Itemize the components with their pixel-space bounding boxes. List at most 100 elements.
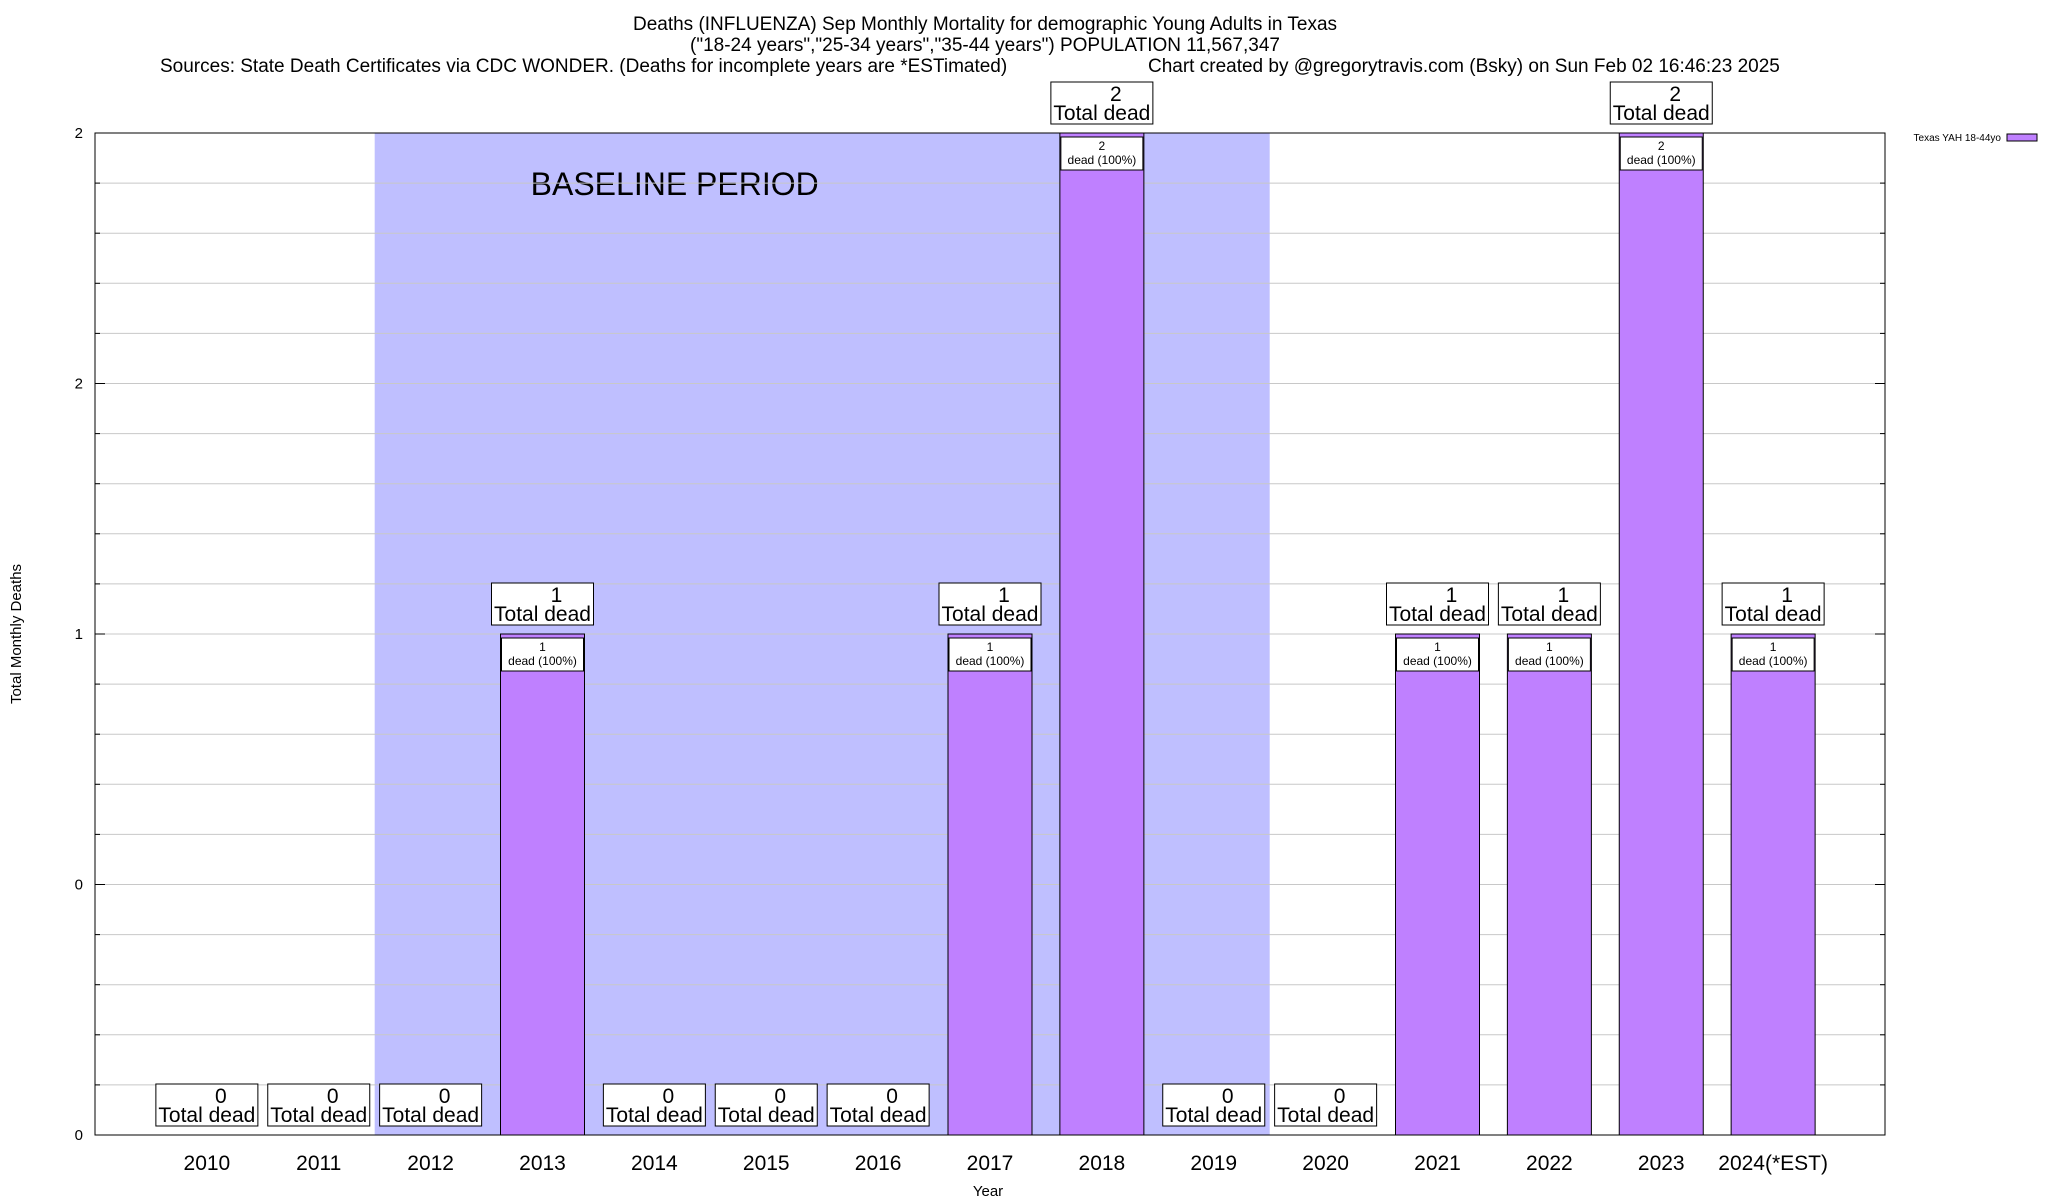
x-tick-label: 2024(*EST) bbox=[1718, 1152, 1828, 1175]
bar-inner-label-box bbox=[1619, 136, 1703, 171]
bar bbox=[500, 633, 585, 1136]
legend: Texas YAH 18-44yo bbox=[1914, 133, 2038, 144]
total-label-box bbox=[826, 1083, 930, 1127]
y-tick-label: 0 bbox=[75, 1127, 83, 1144]
x-axis-ticks: 2010 2011 2012 2013 2014 2015 2016 2017 2018 2019… bbox=[184, 1152, 1828, 1175]
bar bbox=[1395, 633, 1480, 1136]
total-label: Total dead bbox=[494, 603, 591, 626]
total-count: 1 bbox=[1446, 584, 1458, 607]
total-label: Total dead bbox=[1501, 603, 1598, 626]
total-count: 1 bbox=[551, 584, 563, 607]
total-label: Total dead bbox=[158, 1104, 255, 1127]
bar-inner-count: 1 bbox=[987, 640, 994, 654]
total-count: 2 bbox=[1669, 83, 1681, 106]
total-count: 1 bbox=[1781, 584, 1793, 607]
total-label: Total dead bbox=[830, 1104, 927, 1127]
total-label-box bbox=[491, 582, 594, 626]
bar-inner-label-box bbox=[948, 637, 1032, 672]
total-count: 0 bbox=[1334, 1085, 1346, 1108]
sources-text: Sources: State Death Certificates via CD… bbox=[160, 56, 1007, 77]
total-label: Total dead bbox=[606, 1104, 703, 1127]
total-count: 1 bbox=[1558, 584, 1570, 607]
x-tick-label: 2014 bbox=[631, 1152, 678, 1175]
x-tick-label: 2013 bbox=[519, 1152, 566, 1175]
total-count: 0 bbox=[663, 1085, 675, 1108]
total-label: Total dead bbox=[1053, 102, 1150, 125]
bar-inner-label: dead (100%) bbox=[1403, 654, 1472, 668]
bar bbox=[947, 633, 1033, 1136]
x-tick-label: 2010 bbox=[184, 1152, 231, 1175]
x-tick-label: 2015 bbox=[743, 1152, 790, 1175]
y-axis-ticks: 0 0 1 2 2 bbox=[75, 125, 1885, 1144]
x-tick-label: 2012 bbox=[407, 1152, 454, 1175]
y-tick-label: 2 bbox=[75, 125, 83, 142]
credit-text: Chart created by @gregorytravis.com (Bsk… bbox=[1148, 56, 1780, 77]
bar-inner-label-box bbox=[1731, 637, 1815, 672]
bar-inner-label-box bbox=[1396, 637, 1479, 672]
bar bbox=[1730, 633, 1816, 1136]
total-label-box bbox=[938, 582, 1042, 626]
total-label-box bbox=[1721, 582, 1825, 626]
total-label: Total dead bbox=[1277, 1104, 1374, 1127]
x-axis-title: Year bbox=[973, 1183, 1003, 1200]
total-count: 0 bbox=[774, 1085, 786, 1108]
baseline-label: BASELINE PERIOD bbox=[531, 166, 819, 202]
total-label: Total dead bbox=[382, 1104, 479, 1127]
total-label-box bbox=[1050, 81, 1154, 125]
bar-inner-label: dead (100%) bbox=[1739, 654, 1808, 668]
total-label: Total dead bbox=[1165, 1104, 1262, 1127]
total-label-box bbox=[1274, 1083, 1378, 1127]
total-count: 0 bbox=[439, 1085, 451, 1108]
total-label-box bbox=[714, 1083, 818, 1127]
total-label: Total dead bbox=[718, 1104, 815, 1127]
legend-label: Texas YAH 18-44yo bbox=[1914, 133, 2002, 144]
bar-inner-label-box bbox=[501, 637, 584, 672]
bar-inner-label: dead (100%) bbox=[1515, 654, 1584, 668]
total-label-box bbox=[1497, 582, 1601, 626]
bar-inner-count: 1 bbox=[1770, 640, 1777, 654]
bar bbox=[1059, 132, 1145, 1136]
x-tick-label: 2017 bbox=[967, 1152, 1014, 1175]
y-tick-label: 1 bbox=[75, 626, 83, 643]
bar-inner-count: 1 bbox=[1546, 640, 1553, 654]
x-tick-label: 2023 bbox=[1638, 1152, 1685, 1175]
y-tick-label: 0 bbox=[75, 877, 83, 894]
total-count: 0 bbox=[1222, 1085, 1234, 1108]
bar-inner-count: 2 bbox=[1658, 139, 1665, 153]
chart-title: Deaths (INFLUENZA) Sep Monthly Mortality… bbox=[160, 14, 1780, 77]
total-label-box bbox=[1609, 81, 1713, 125]
legend-swatch bbox=[2006, 133, 2038, 142]
total-label-box bbox=[267, 1083, 371, 1127]
x-tick-label: 2016 bbox=[855, 1152, 902, 1175]
total-label-box bbox=[379, 1083, 483, 1127]
total-label-box bbox=[1162, 1083, 1266, 1127]
x-tick-label: 2020 bbox=[1302, 1152, 1349, 1175]
bar-inner-count: 1 bbox=[539, 640, 546, 654]
total-count: 0 bbox=[327, 1085, 339, 1108]
bar-inner-label: dead (100%) bbox=[1068, 153, 1137, 167]
bar-inner-label: dead (100%) bbox=[956, 654, 1025, 668]
x-tick-label: 2022 bbox=[1526, 1152, 1573, 1175]
bar-inner-label: dead (100%) bbox=[1627, 153, 1696, 167]
bar-inner-count: 2 bbox=[1099, 139, 1106, 153]
title-line-1: Deaths (INFLUENZA) Sep Monthly Mortality… bbox=[633, 14, 1337, 35]
x-tick-label: 2021 bbox=[1414, 1152, 1461, 1175]
x-tick-label: 2011 bbox=[296, 1152, 341, 1175]
bar-inner-label-box bbox=[1060, 136, 1144, 171]
total-label: Total dead bbox=[1389, 603, 1486, 626]
total-count: 1 bbox=[998, 584, 1010, 607]
x-tick-label: 2018 bbox=[1079, 1152, 1126, 1175]
